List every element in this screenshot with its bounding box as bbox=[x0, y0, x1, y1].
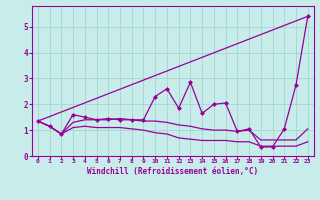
X-axis label: Windchill (Refroidissement éolien,°C): Windchill (Refroidissement éolien,°C) bbox=[87, 167, 258, 176]
